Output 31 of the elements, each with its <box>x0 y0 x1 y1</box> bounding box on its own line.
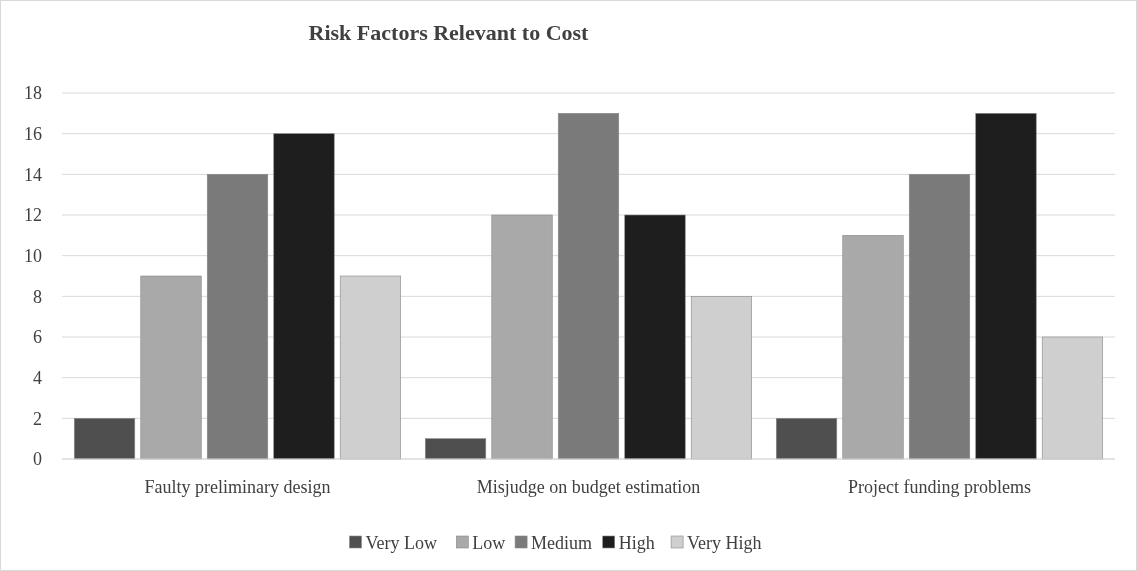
x-tick-label: Faulty preliminary design <box>144 477 331 497</box>
y-tick-label: 14 <box>24 164 42 185</box>
y-tick-label: 12 <box>24 205 42 226</box>
bar <box>491 214 553 460</box>
bar <box>842 235 904 460</box>
legend-label: Medium <box>531 533 593 554</box>
x-tick-label: Misjudge on budget estimation <box>476 477 701 497</box>
legend-label: Very High <box>687 533 762 554</box>
y-tick-label: 4 <box>33 367 42 388</box>
bar <box>908 174 971 460</box>
bar <box>273 133 335 460</box>
bar <box>424 438 487 460</box>
bar <box>975 113 1037 460</box>
y-tick-label: 18 <box>24 83 42 104</box>
y-tick-label: 0 <box>33 449 42 470</box>
bar <box>557 113 620 460</box>
legend-label: High <box>618 533 655 554</box>
bar <box>73 418 136 460</box>
y-tick-label: 6 <box>33 327 42 348</box>
y-tick-label: 2 <box>33 408 42 429</box>
bar <box>775 418 838 460</box>
y-tick-label: 8 <box>33 286 42 307</box>
y-tick-label: 16 <box>24 123 42 144</box>
legend-label: Very Low <box>365 533 437 554</box>
bar <box>624 214 686 460</box>
legend-label: Low <box>472 533 506 554</box>
y-tick-label: 10 <box>24 245 42 266</box>
bar <box>140 275 202 460</box>
x-tick-label: Project funding problems <box>848 477 1031 497</box>
bar <box>206 174 269 460</box>
chart-title: Risk Factors Relevant to Cost <box>308 20 590 45</box>
